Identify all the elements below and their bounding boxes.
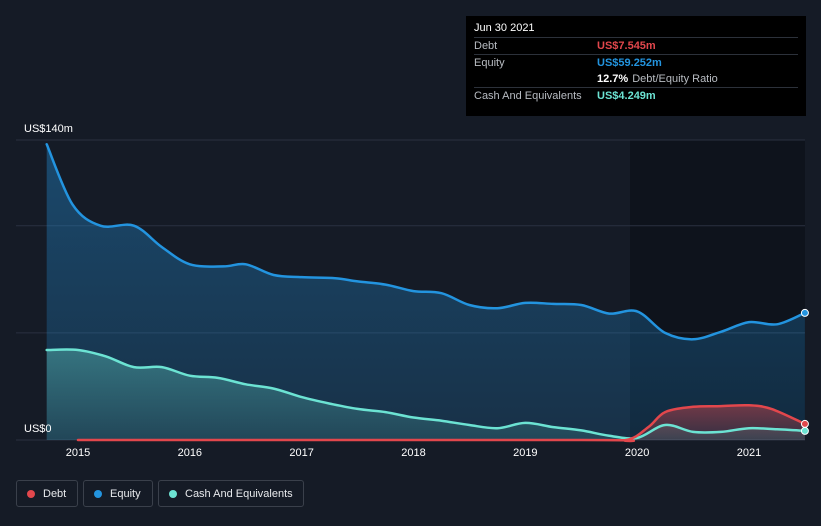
- cash-dot-icon: [169, 489, 177, 498]
- tooltip-ratio-value: 12.7%: [597, 73, 629, 85]
- tooltip-cash-value: US$4.249m: [597, 90, 656, 102]
- cash-area: [46, 349, 805, 440]
- tooltip-ratio-label: Debt/Equity Ratio: [632, 73, 718, 85]
- x-tick-label: 2021: [737, 447, 761, 459]
- legend-equity-label: Equity: [110, 487, 141, 500]
- y-axis-bottom-label: US$0: [24, 423, 52, 435]
- legend-debt-label: Debt: [43, 487, 67, 500]
- tooltip-cash-label: Cash And Equivalents: [474, 90, 582, 102]
- y-axis-top-label: US$140m: [24, 123, 73, 135]
- equity-line: [45, 143, 807, 341]
- debt-dot-icon: [27, 489, 35, 498]
- tooltip-debt-value: US$7.545m: [597, 40, 656, 52]
- tooltip-debt-label: Debt: [474, 40, 498, 52]
- tooltip-cash-row: Cash And Equivalents US$4.249m: [474, 87, 798, 104]
- x-tick-label: 2018: [401, 447, 425, 459]
- legend-cash[interactable]: Cash And Equivalents: [158, 480, 304, 507]
- debt-end-marker: [800, 419, 809, 428]
- legend-cash-label: Cash And Equivalents: [185, 487, 293, 500]
- x-tick-label: 2019: [513, 447, 537, 459]
- tooltip-ratio-row: 12.7% Debt/Equity Ratio: [474, 71, 798, 87]
- legend-debt[interactable]: Debt: [16, 480, 78, 507]
- tooltip-equity-value: US$59.252m: [597, 57, 662, 69]
- cash-line: [45, 348, 807, 440]
- x-tick-label: 2017: [289, 447, 313, 459]
- series-lines: [45, 143, 807, 443]
- x-tick-label: 2020: [625, 447, 649, 459]
- equity-end-marker: [800, 308, 809, 317]
- x-axis-ticks: 2015 2016 2017 2018 2019 2020 2021: [66, 447, 761, 459]
- tooltip-equity-row: Equity US$59.252m: [474, 54, 798, 71]
- x-tick-label: 2016: [178, 447, 202, 459]
- cash-end-marker: [800, 426, 809, 435]
- equity-dot-icon: [94, 489, 102, 498]
- tooltip-date: Jun 30 2021: [474, 22, 535, 34]
- legend-equity[interactable]: Equity: [83, 480, 153, 507]
- tooltip-debt-row: Debt US$7.545m: [474, 37, 798, 54]
- debt-area: [78, 405, 805, 441]
- x-tick-label: 2015: [66, 447, 90, 459]
- debt-line: [76, 403, 807, 443]
- end-markers: [800, 308, 809, 435]
- tooltip-equity-label: Equity: [474, 57, 505, 69]
- tooltip: Jun 30 2021 Debt US$7.545m Equity US$59.…: [466, 16, 806, 116]
